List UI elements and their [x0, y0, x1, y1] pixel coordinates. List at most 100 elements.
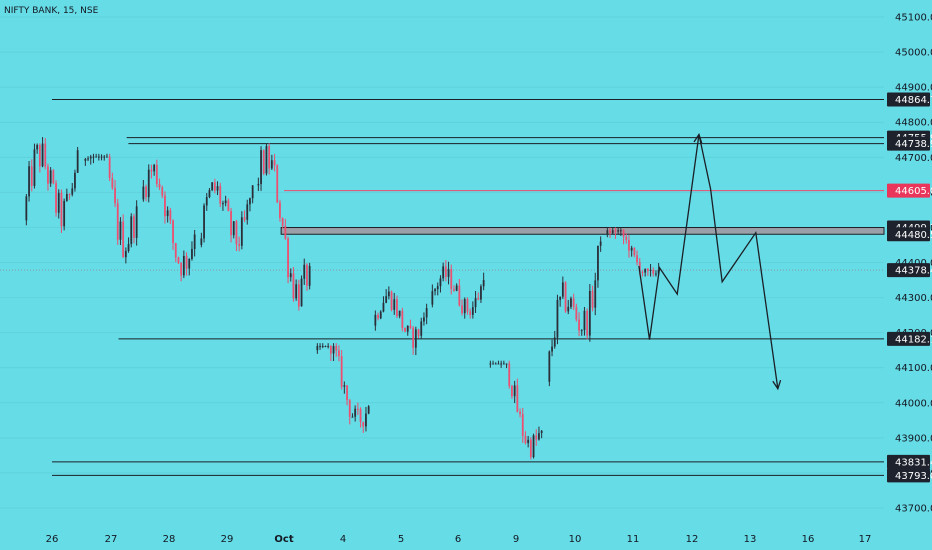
candle-body — [230, 211, 232, 236]
candle-body — [95, 156, 98, 158]
candle-body — [44, 143, 47, 167]
level-tag-5-label: 43831.45 — [895, 457, 932, 468]
candle-body — [119, 221, 122, 240]
candle-body — [431, 291, 434, 305]
candle-body — [155, 164, 158, 184]
candle-body — [379, 311, 382, 319]
candle-body — [89, 156, 92, 159]
level-tag-3-box — [887, 183, 930, 198]
candle-body — [188, 258, 191, 269]
candle-body — [466, 299, 469, 312]
candle-body — [28, 166, 30, 197]
candle-body — [268, 146, 271, 169]
candle-body — [287, 238, 289, 278]
candle-body — [458, 285, 461, 306]
candle-body — [649, 269, 652, 271]
x-tick-label: 6 — [455, 534, 461, 545]
candle-body — [327, 345, 330, 347]
candle-body — [308, 266, 311, 286]
y-tick-label: 44900.00 — [895, 83, 932, 94]
candle-body — [463, 299, 466, 314]
candle-body — [614, 230, 617, 232]
x-tick-label: 28 — [163, 534, 176, 545]
candle-body — [130, 216, 133, 245]
candle-body — [599, 241, 602, 246]
candle-body — [346, 385, 348, 401]
candle-body — [564, 282, 567, 312]
candle-body — [177, 257, 180, 263]
candle-body — [292, 273, 295, 299]
x-tick-label: 13 — [744, 534, 757, 545]
candle-body — [516, 385, 519, 412]
candle-body — [227, 200, 230, 212]
candle-body — [76, 150, 79, 173]
candle-body — [494, 363, 497, 365]
candle-body — [474, 298, 477, 308]
candle-body — [404, 328, 406, 332]
candle-body — [216, 186, 219, 191]
candle-body — [636, 255, 638, 263]
candle-body — [106, 156, 108, 158]
candle-body — [41, 143, 44, 167]
candle-body — [354, 408, 357, 417]
candle-body — [222, 203, 224, 205]
grid — [0, 16, 884, 509]
candle-body — [47, 166, 49, 184]
candle-body — [644, 268, 647, 273]
candle-body — [489, 363, 492, 365]
candle-body — [240, 217, 243, 246]
candle-body — [158, 183, 161, 188]
candle-body — [580, 330, 583, 332]
candle-body — [145, 186, 147, 198]
candle-body — [200, 238, 203, 245]
x-tick-label: 5 — [398, 534, 404, 545]
candle-body — [63, 200, 66, 227]
candle-body — [208, 190, 211, 198]
y-tick-label: 44800.00 — [895, 118, 932, 129]
candle-body — [55, 183, 57, 213]
candle-body — [365, 413, 367, 427]
candle-body — [646, 268, 649, 271]
candle-body — [30, 166, 33, 186]
candle-body — [257, 184, 260, 186]
level-tag-2-label: 44738.90 — [895, 139, 932, 150]
candle-body — [401, 310, 404, 329]
candle-body — [319, 345, 321, 347]
candle-body — [532, 435, 535, 458]
candle-body — [414, 329, 417, 348]
candle-body — [594, 280, 597, 308]
x-tick-label: 11 — [627, 534, 640, 545]
candle-body — [583, 310, 586, 331]
candle-body — [249, 198, 251, 205]
candle-body — [174, 243, 177, 258]
level-tag-3-label: 44605.05 — [895, 186, 932, 197]
time-axis[interactable]: 26 27 28 29 Oct 4 5 6 9 10 11 12 13 16 17 — [46, 534, 872, 545]
candle-body — [153, 164, 156, 172]
candle-body — [87, 158, 89, 160]
candle-body — [586, 310, 589, 336]
candle-body — [60, 192, 63, 227]
candle-body — [103, 156, 106, 158]
candle-body — [477, 298, 480, 300]
candle-body — [213, 182, 216, 191]
candle-body — [588, 290, 591, 336]
candle-body — [273, 160, 276, 166]
candle-body — [561, 282, 564, 297]
candle-body — [500, 363, 503, 365]
candle-body — [396, 299, 398, 317]
zone-bottom-tag-box — [887, 227, 930, 242]
candle-body — [36, 144, 39, 150]
candle-body — [260, 150, 262, 185]
candle-body — [508, 363, 511, 386]
candle-body — [224, 200, 227, 204]
candle-body — [340, 356, 343, 387]
candle-body — [553, 337, 556, 347]
candle-body — [513, 385, 516, 397]
candle-body — [97, 156, 100, 158]
candle-body — [335, 345, 338, 351]
candle-body — [306, 264, 308, 286]
candle-body — [420, 321, 423, 336]
level-tag-0-label: 44864.75 — [895, 95, 932, 106]
candle-body — [390, 291, 393, 310]
